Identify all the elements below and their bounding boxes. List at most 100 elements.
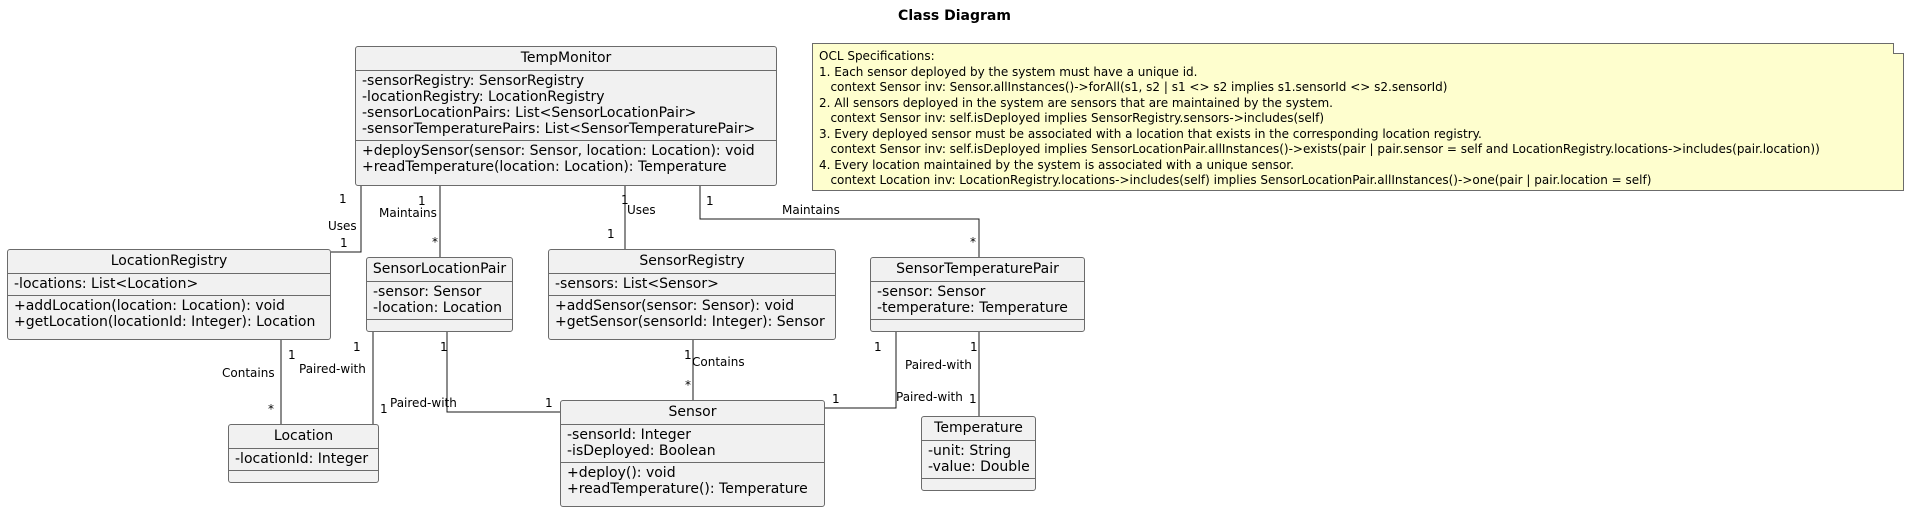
note-line: context Sensor inv: self.isDeployed impl… (819, 111, 1325, 125)
attribute: -locations: List<Location> (14, 276, 199, 292)
attributes-section: -unit: String -value: Double (922, 441, 1035, 479)
attribute: -sensor: Sensor (373, 284, 482, 300)
operation: +deploySensor(sensor: Sensor, location: … (362, 143, 755, 159)
multiplicity-label: * (685, 378, 691, 392)
operations-section: +addSensor(sensor: Sensor): void +getSen… (549, 296, 835, 333)
attributes-section: -sensorRegistry: SensorRegistry -locatio… (356, 71, 776, 141)
note-line: context Sensor inv: Sensor.allInstances(… (819, 80, 1448, 94)
class-name: TempMonitor (356, 47, 776, 71)
note-line: 4. Every location maintained by the syst… (819, 157, 1294, 172)
multiplicity-label: 1 (380, 402, 388, 416)
note-fold-corner (1893, 43, 1904, 54)
class-locationregistry: LocationRegistry -locations: List<Locati… (7, 249, 331, 340)
edge-sensorlocationpair-sensor (446, 332, 560, 413)
note-line: context Location inv: LocationRegistry.l… (819, 173, 1652, 187)
multiplicity-label: 1 (353, 340, 361, 354)
note-line: 3. Every deployed sensor must be associa… (819, 126, 1482, 141)
operations-section: +addLocation(location: Location): void +… (8, 296, 330, 333)
operation: +deploy(): void (567, 465, 676, 481)
class-name: Location (229, 425, 378, 449)
multiplicity-label: 1 (607, 227, 615, 241)
multiplicity-label: 1 (970, 340, 978, 354)
operation: +addLocation(location: Location): void (14, 298, 285, 314)
multiplicity-label: 1 (545, 396, 553, 410)
role-label: Uses (627, 203, 656, 217)
class-sensortemperaturepair: SensorTemperaturePair -sensor: Sensor -t… (870, 257, 1085, 332)
class-sensorregistry: SensorRegistry -sensors: List<Sensor> +a… (548, 249, 836, 340)
multiplicity-label: 1 (969, 392, 977, 406)
attributes-section: -sensor: Sensor -location: Location (367, 282, 512, 320)
multiplicity-label: 1 (684, 348, 692, 362)
role-label: Uses (328, 219, 357, 233)
class-name: Temperature (922, 417, 1035, 441)
class-name: LocationRegistry (8, 250, 330, 274)
multiplicity-label: 1 (706, 194, 714, 208)
operations-section (367, 320, 512, 333)
edge-tempmonitor-sensortemperaturepair (699, 186, 980, 257)
attribute: -sensor: Sensor (877, 284, 986, 300)
operations-section (229, 471, 378, 484)
diagram-title: Class Diagram (898, 8, 1011, 24)
note-line: 2. All sensors deployed in the system ar… (819, 95, 1333, 110)
attribute: -value: Double (928, 459, 1030, 475)
class-name: SensorTemperaturePair (871, 258, 1084, 282)
operation: +getSensor(sensorId: Integer): Sensor (555, 314, 825, 330)
class-location: Location -locationId: Integer (228, 424, 379, 483)
role-label: Maintains (379, 206, 437, 220)
attribute: -sensorId: Integer (567, 427, 691, 443)
attributes-section: -sensor: Sensor -temperature: Temperatur… (871, 282, 1084, 320)
role-label: Paired-with (390, 396, 457, 410)
operations-section: +deploy(): void +readTemperature(): Temp… (561, 463, 824, 500)
attribute: -location: Location (373, 300, 502, 316)
operation: +getLocation(locationId: Integer): Locat… (14, 314, 316, 330)
attribute: -sensorTemperaturePairs: List<SensorTemp… (362, 121, 756, 137)
operations-section: +deploySensor(sensor: Sensor, location: … (356, 141, 776, 178)
role-label: Paired-with (299, 362, 366, 376)
multiplicity-label: * (970, 235, 976, 249)
multiplicity-label: 1 (288, 348, 296, 362)
multiplicity-label: 1 (440, 340, 448, 354)
operations-section (922, 479, 1035, 492)
attributes-section: -locationId: Integer (229, 449, 378, 471)
edge-sensortemperaturepair-sensor (825, 332, 897, 409)
operations-section (871, 320, 1084, 333)
role-label: Maintains (782, 203, 840, 217)
attribute: -isDeployed: Boolean (567, 443, 716, 459)
multiplicity-label: * (268, 402, 274, 416)
role-label: Paired-with (896, 390, 963, 404)
attribute: -unit: String (928, 443, 1012, 459)
multiplicity-label: 1 (621, 193, 629, 207)
note-line: context Sensor inv: self.isDeployed impl… (819, 142, 1820, 156)
multiplicity-label: * (432, 235, 438, 249)
multiplicity-label: 1 (418, 194, 426, 208)
ocl-note: OCL Specifications: 1. Each sensor deplo… (812, 43, 1904, 191)
note-line: OCL Specifications: (819, 49, 935, 63)
class-sensorlocationpair: SensorLocationPair -sensor: Sensor -loca… (366, 257, 513, 332)
attributes-section: -sensorId: Integer -isDeployed: Boolean (561, 425, 824, 463)
attribute: -sensors: List<Sensor> (555, 276, 719, 292)
class-name: SensorLocationPair (367, 258, 512, 282)
attribute: -sensorLocationPairs: List<SensorLocatio… (362, 105, 697, 121)
operation: +addSensor(sensor: Sensor): void (555, 298, 795, 314)
multiplicity-label: 1 (339, 192, 347, 206)
attributes-section: -sensors: List<Sensor> (549, 274, 835, 296)
operation: +readTemperature(): Temperature (567, 481, 808, 497)
attribute: -temperature: Temperature (877, 300, 1068, 316)
class-name: Sensor (561, 401, 824, 425)
note-line: 1. Each sensor deployed by the system mu… (819, 64, 1198, 79)
multiplicity-label: 1 (340, 236, 348, 250)
attribute: -sensorRegistry: SensorRegistry (362, 73, 585, 89)
multiplicity-label: 1 (832, 392, 840, 406)
edge-tempmonitor-locationregistry (331, 186, 362, 253)
class-name: SensorRegistry (549, 250, 835, 274)
attributes-section: -locations: List<Location> (8, 274, 330, 296)
role-label: Paired-with (905, 358, 972, 372)
attribute: -locationRegistry: LocationRegistry (362, 89, 605, 105)
role-label: Contains (222, 366, 275, 380)
class-tempmonitor: TempMonitor -sensorRegistry: SensorRegis… (355, 46, 777, 186)
role-label: Contains (692, 355, 745, 369)
attribute: -locationId: Integer (235, 451, 369, 467)
multiplicity-label: 1 (874, 340, 882, 354)
